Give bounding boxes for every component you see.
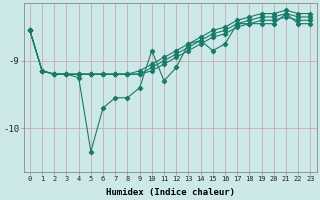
X-axis label: Humidex (Indice chaleur): Humidex (Indice chaleur) [106, 188, 235, 197]
